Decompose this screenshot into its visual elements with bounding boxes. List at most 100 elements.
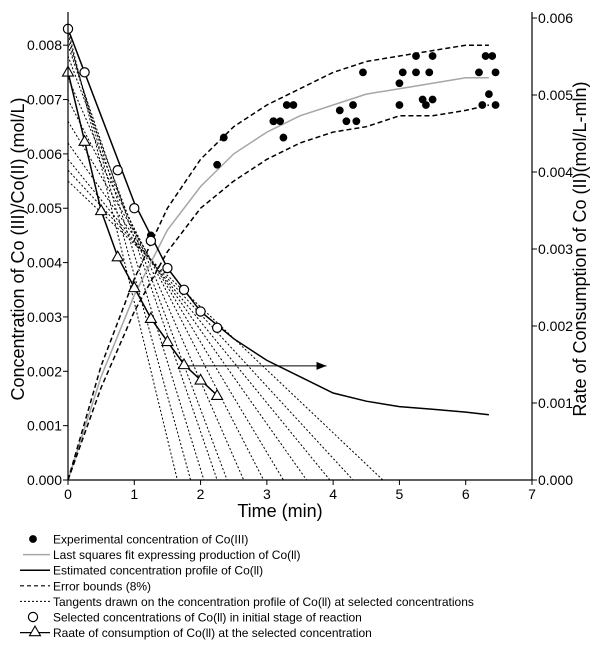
tangent-line-5	[67, 77, 245, 481]
y-right-axis-label: Rate of Consumption of Co (II)(mol/L-mln…	[570, 81, 590, 416]
tangent-line-0	[67, 28, 178, 481]
rate-triangle-point-1	[78, 134, 92, 146]
y-left-tick-label-8: 0.008	[27, 37, 62, 53]
experimental-point-23	[428, 95, 437, 104]
y-right-tick-label-3: 0.003	[538, 241, 573, 257]
tangent-lines	[67, 28, 384, 481]
y-right-tick-label-5: 0.005	[538, 87, 573, 103]
tangent-line-8	[67, 142, 308, 481]
series-line-4	[67, 104, 490, 481]
experimental-point-15	[395, 79, 404, 88]
selected-point-2	[112, 164, 123, 176]
legend-symbol-0	[29, 535, 37, 543]
experimental-point-13	[359, 68, 367, 77]
selected-point-1	[79, 67, 90, 78]
tangent-line-4	[67, 55, 228, 481]
tangent-line-2	[67, 39, 205, 481]
experimental-point-16	[398, 68, 407, 77]
selected-point-7	[195, 306, 206, 317]
y-left-tick-label-0: 0.000	[27, 472, 62, 488]
y-left-axis-label: Concentration of Co (III)/Co(II) (mol/L)	[8, 97, 28, 400]
experimental-point-2	[219, 133, 228, 142]
y-left-tick-label-5: 0.005	[27, 200, 62, 216]
rate-triangle-point-8	[194, 373, 208, 385]
selected-point-5	[162, 262, 173, 274]
y-left-tick-label-1: 0.001	[27, 418, 62, 434]
experimental-point-25	[478, 101, 487, 109]
legend-label-6: Raate of consumption of Co(ll) at the se…	[53, 626, 372, 640]
legend-label-2: Estimated concentration profile of Co(ll…	[53, 564, 263, 578]
legend-symbol-6	[28, 624, 42, 637]
y-right-tick-label-0: 0.000	[538, 472, 573, 488]
experimental-point-17	[412, 68, 420, 77]
y-left-tick-label-7: 0.007	[27, 92, 62, 108]
tangent-line-11	[67, 180, 384, 481]
experimental-point-11	[342, 117, 351, 126]
series-lines	[67, 28, 490, 481]
tangent-line-7	[67, 121, 284, 481]
x-tick-label-1: 1	[130, 486, 138, 502]
y-left-tick-label-6: 0.006	[27, 146, 62, 162]
selected-point-6	[178, 284, 190, 295]
experimental-point-4	[269, 117, 278, 126]
series-markers	[61, 23, 500, 400]
experimental-point-22	[428, 52, 437, 60]
experimental-point-10	[349, 101, 357, 109]
experimental-point-1	[213, 160, 222, 169]
experimental-point-20	[422, 101, 430, 109]
experimental-point-9	[335, 106, 344, 115]
series-line-3	[67, 44, 489, 481]
x-tick-label-4: 4	[329, 486, 337, 502]
x-tick-label-0: 0	[64, 486, 72, 502]
experimental-point-29	[491, 101, 500, 109]
legend-label-1: Last squares fit expressing production o…	[53, 548, 300, 562]
selected-point-8	[211, 322, 223, 334]
experimental-point-8	[289, 101, 298, 109]
axes: 0 1 2 3 4 5 6 70.0000.0010.0020.0030.0040.0050.…	[8, 10, 590, 521]
y-right-tick-label-4: 0.004	[538, 164, 573, 180]
tangent-line-6	[67, 99, 264, 481]
experimental-point-24	[475, 68, 483, 77]
experimental-point-7	[282, 101, 291, 109]
experimental-point-19	[418, 95, 427, 104]
experimental-point-28	[488, 52, 497, 60]
experimental-point-18	[412, 52, 420, 60]
experimental-point-12	[352, 117, 361, 126]
y-right-tick-label-2: 0.002	[538, 318, 573, 334]
experimental-point-21	[425, 68, 434, 77]
rate-triangle-point-5	[144, 311, 158, 323]
rate-triangle-point-6	[160, 334, 174, 347]
legend: Experimental concentration of Co(III)Las…	[20, 533, 474, 640]
legend-label-4: Tangents drawn on the concentration prof…	[53, 595, 474, 609]
series-line-7	[67, 71, 218, 396]
y-left-tick-label-4: 0.004	[27, 255, 62, 271]
x-axis-label: Time (min)	[237, 501, 322, 521]
selected-point-4	[145, 235, 157, 247]
selected-point-3	[129, 203, 140, 214]
rate-triangle-point-2	[94, 203, 108, 216]
legend-label-3: Error bounds (8%)	[53, 579, 151, 593]
series-line-2	[67, 28, 489, 416]
tangent-line-3	[67, 45, 218, 481]
experimental-point-27	[485, 90, 493, 98]
y-left-tick-label-3: 0.003	[27, 309, 62, 325]
x-tick-label-2: 2	[197, 486, 205, 502]
rate-triangle-point-4	[127, 280, 141, 293]
experimental-point-5	[276, 117, 285, 126]
experimental-point-30	[491, 68, 500, 77]
annotations	[187, 361, 327, 370]
legend-symbol-5	[27, 611, 39, 623]
tangent-line-9	[67, 159, 331, 481]
legend-label-5: Selected concentrations of Co(ll) in ini…	[53, 611, 362, 625]
y-right-tick-label-6: 0.006	[538, 10, 573, 26]
legend-label-0: Experimental concentration of Co(III)	[53, 533, 248, 547]
rate-triangle-point-9	[210, 388, 224, 400]
x-tick-label-6: 6	[462, 486, 470, 502]
rate-triangle-point-7	[177, 357, 191, 370]
experimental-point-14	[395, 101, 404, 109]
tangent-line-10	[67, 169, 354, 481]
x-tick-label-5: 5	[396, 486, 404, 502]
series-line-1	[67, 77, 489, 481]
y-right-tick-label-1: 0.001	[538, 395, 573, 411]
